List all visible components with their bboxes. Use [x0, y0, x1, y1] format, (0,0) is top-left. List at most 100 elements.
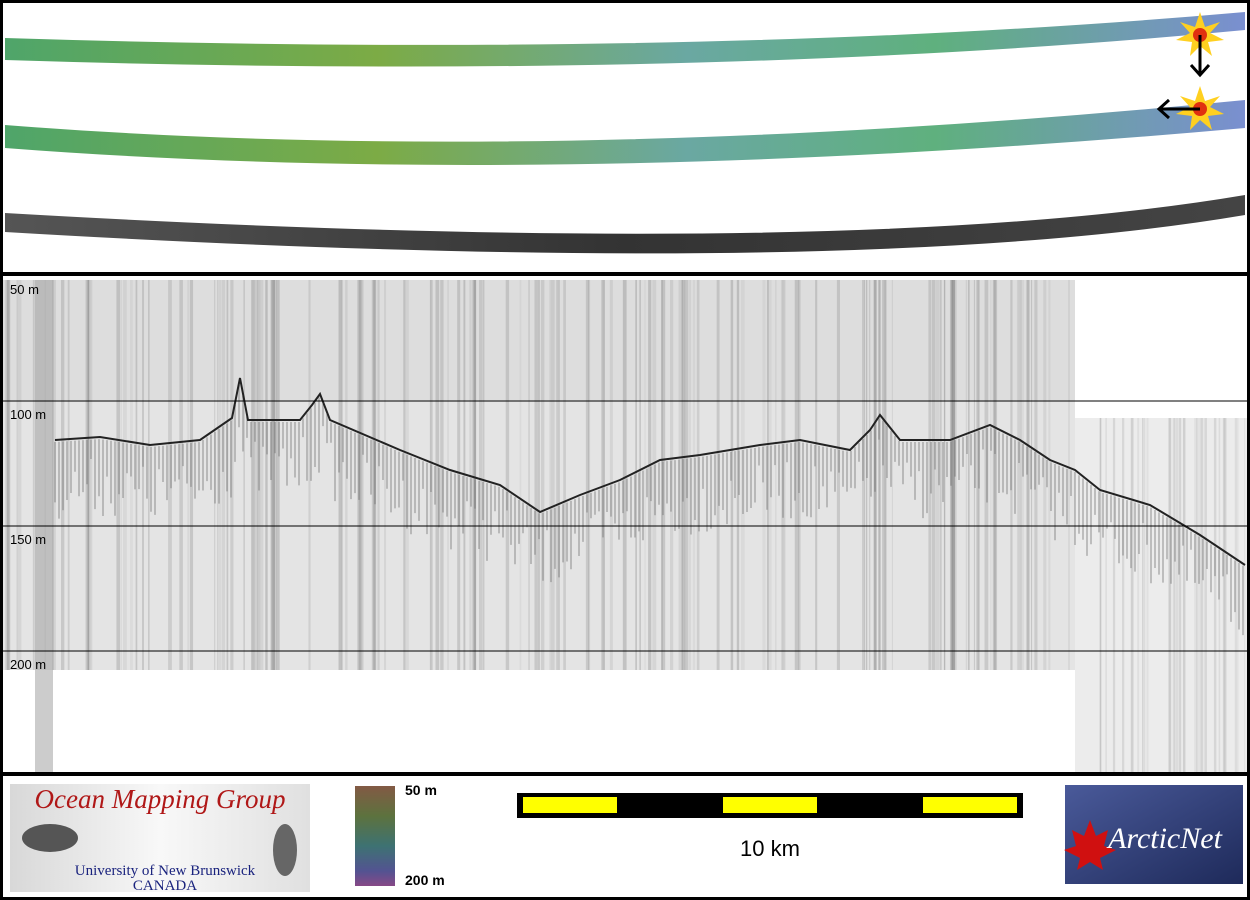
- noise-streak: [1100, 418, 1102, 772]
- noise-streak: [519, 280, 522, 670]
- noise-streak: [1112, 418, 1116, 772]
- noise-streak: [587, 280, 591, 670]
- noise-streak: [148, 280, 150, 670]
- noise-streak: [273, 280, 276, 670]
- noise-streak: [67, 280, 70, 670]
- noise-streak: [1048, 280, 1051, 670]
- depth-label: 150 m: [10, 532, 46, 547]
- noise-streak: [1168, 418, 1172, 772]
- noise-streak: [123, 280, 127, 670]
- noise-streak: [868, 280, 871, 670]
- noise-streak: [949, 280, 954, 670]
- noise-streak: [1043, 280, 1047, 670]
- noise-streak: [457, 280, 461, 670]
- noise-streak: [377, 280, 380, 670]
- noise-streak: [1031, 280, 1033, 670]
- noise-streak: [1201, 418, 1204, 772]
- noise-streak: [928, 280, 932, 670]
- noise-streak: [766, 280, 769, 670]
- noise-streak: [549, 280, 552, 670]
- noise-streak: [440, 280, 444, 670]
- noise-streak: [1018, 280, 1022, 670]
- noise-streak: [276, 280, 280, 670]
- noise-streak: [540, 280, 545, 670]
- subbottom-profile: 50 m 100 m 150 m 200 m: [3, 276, 1247, 772]
- noise-streak: [1175, 418, 1179, 772]
- seafloor-reflector: [54, 377, 1246, 566]
- subbottom-echo: [54, 385, 1244, 636]
- group-country: CANADA: [133, 878, 197, 894]
- noise-streak: [939, 280, 942, 670]
- colorbar-top-label: 50 m: [405, 782, 437, 798]
- noise-streak: [405, 280, 409, 670]
- noise-streak: [993, 280, 998, 670]
- noise-streak: [935, 280, 940, 670]
- noise-streak: [254, 280, 259, 670]
- noise-streak: [357, 280, 361, 670]
- noise-streak: [716, 280, 720, 670]
- noise-streak: [537, 280, 540, 670]
- noise-streak: [992, 280, 996, 670]
- scale-bar-label: 10 km: [740, 836, 800, 861]
- noise-streak: [473, 280, 477, 670]
- noise-streak: [1020, 280, 1024, 670]
- noise-streak: [681, 280, 686, 670]
- noise-streak: [865, 280, 868, 670]
- noise-streak: [430, 280, 432, 670]
- noise-streak: [1213, 418, 1217, 772]
- noise-streak: [670, 280, 674, 670]
- noise-streak: [1236, 418, 1239, 772]
- noise-streak: [6, 280, 11, 670]
- noise-streak: [187, 280, 189, 670]
- colorbar-bottom-label: 200 m: [405, 872, 445, 888]
- noise-streak: [736, 280, 740, 670]
- swath-strip: [5, 100, 1245, 165]
- noise-streak: [609, 280, 613, 670]
- noise-streak: [226, 280, 229, 670]
- noise-streak: [130, 280, 133, 670]
- noise-streak: [338, 280, 343, 670]
- noise-streak: [52, 280, 54, 670]
- noise-streak: [1122, 418, 1125, 772]
- noise-streak: [601, 280, 605, 670]
- colorbar-shade: [355, 786, 395, 886]
- noise-streak: [435, 280, 440, 670]
- logo-icon: [22, 824, 78, 852]
- noise-streak: [87, 280, 90, 670]
- noise-streak: [384, 280, 387, 670]
- noise-streak: [214, 280, 216, 670]
- noise-streak: [931, 280, 936, 670]
- noise-streak: [5, 280, 9, 670]
- noise-streak: [6, 280, 10, 670]
- noise-streak: [1137, 418, 1140, 772]
- noise-streak: [505, 280, 510, 670]
- noise-streak: [585, 280, 589, 670]
- noise-streak: [431, 280, 433, 670]
- noise-streak: [273, 280, 277, 670]
- noise-streak: [555, 280, 558, 670]
- noise-streak: [1142, 418, 1144, 772]
- noise-streak: [88, 280, 93, 670]
- noise-streak: [692, 280, 696, 670]
- noise-streak: [965, 280, 968, 670]
- noise-streak: [557, 280, 560, 670]
- noise-streak: [1182, 418, 1186, 772]
- noise-streak: [116, 280, 121, 670]
- noise-streak: [1026, 280, 1030, 670]
- noise-streak: [251, 280, 255, 670]
- noise-streak: [358, 280, 361, 670]
- noise-streak: [179, 280, 183, 670]
- noise-streak: [815, 280, 818, 670]
- noise-streak: [1244, 418, 1246, 772]
- noise-streak: [243, 280, 245, 670]
- noise-streak: [469, 280, 472, 670]
- noise-streak: [603, 280, 606, 670]
- noise-streak: [741, 280, 745, 670]
- noise-streak: [794, 280, 799, 670]
- noise-streak: [873, 280, 877, 670]
- noise-streak: [221, 280, 226, 670]
- colorbar: [355, 786, 395, 886]
- depth-label: 200 m: [10, 657, 46, 672]
- noise-streak: [696, 280, 700, 670]
